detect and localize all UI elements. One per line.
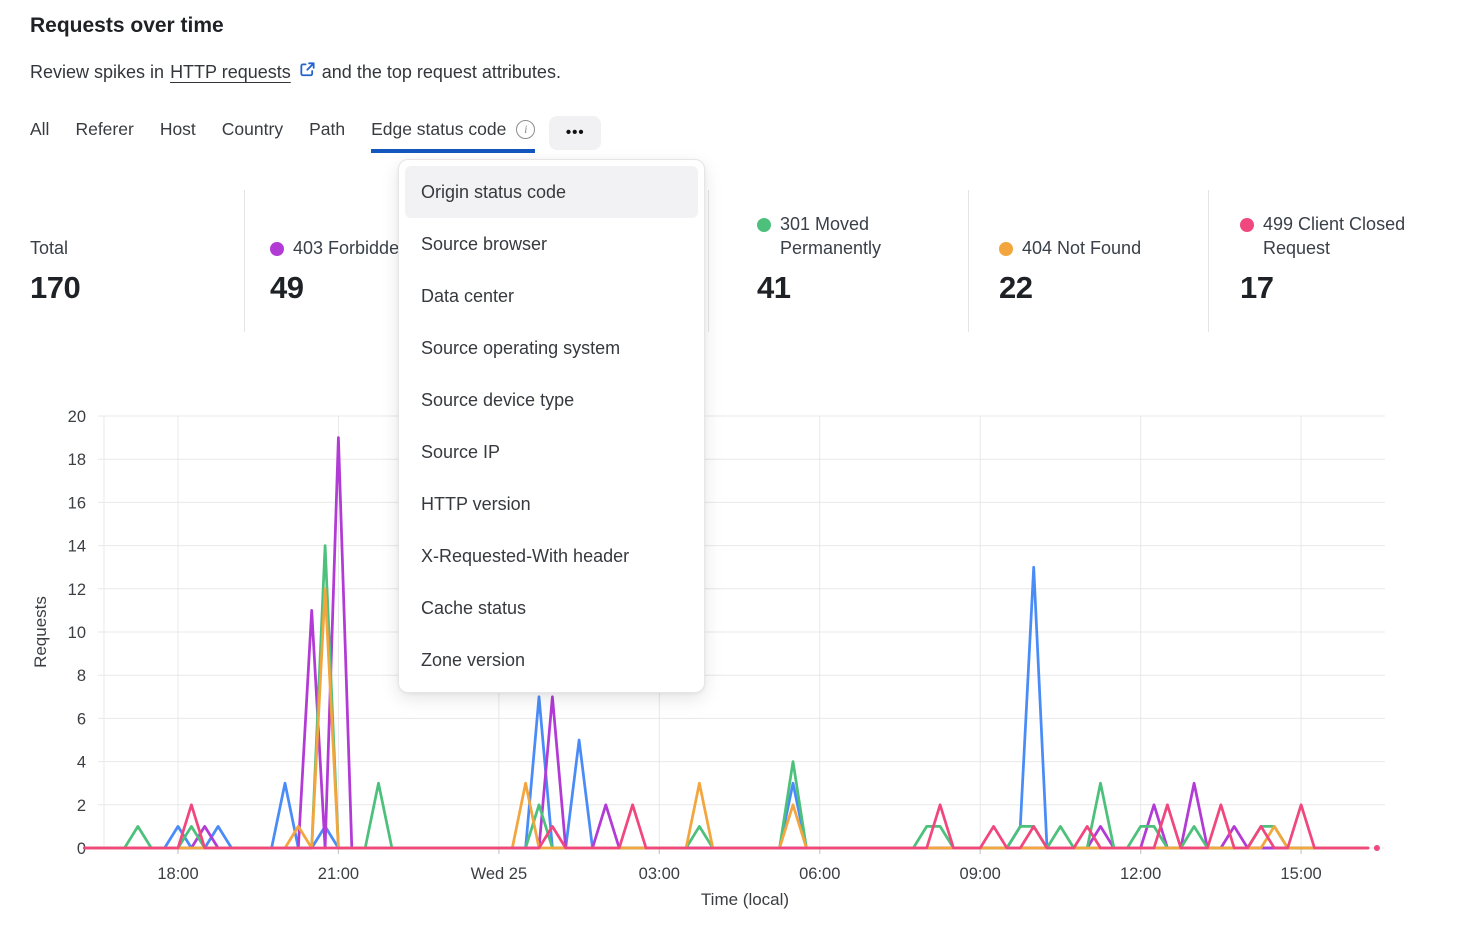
- x-tick-label: 12:00: [1120, 865, 1161, 883]
- menu-item-label: Zone version: [421, 649, 526, 670]
- attribute-dropdown-menu: Origin status code Source browser Data cen…: [398, 159, 705, 693]
- y-tick-label: 6: [77, 710, 86, 728]
- stat-label: 403 Forbidden: [293, 237, 410, 258]
- tab-country[interactable]: Country: [222, 116, 283, 152]
- stat-divider: [1208, 190, 1209, 332]
- more-tabs-button[interactable]: •••: [549, 116, 602, 150]
- tab-all[interactable]: All: [30, 116, 49, 152]
- y-tick-label: 12: [68, 581, 86, 599]
- tab-host[interactable]: Host: [160, 116, 196, 152]
- stat-divider: [968, 190, 969, 332]
- stat-value: 17: [1240, 270, 1274, 305]
- menu-item-x-requested-with-header[interactable]: X-Requested-With header: [405, 530, 698, 582]
- x-tick-label: 21:00: [318, 865, 359, 883]
- menu-item-source-device-type[interactable]: Source device type: [405, 374, 698, 426]
- stat-403-forbidden: 403 Forbidden 49: [270, 196, 409, 306]
- x-axis-title: Time (local): [701, 890, 789, 909]
- external-link-icon: [299, 61, 316, 83]
- series-end-dot: [1373, 845, 1380, 851]
- tab-referer[interactable]: Referer: [75, 116, 133, 152]
- x-tick-label: 18:00: [157, 865, 198, 883]
- x-tick-label: 15:00: [1280, 865, 1321, 883]
- series-color-dot: [270, 241, 284, 256]
- stat-404-not-found: 404 Not Found 22: [999, 196, 1141, 306]
- stat-value: 49: [270, 270, 304, 305]
- menu-item-label: Origin status code: [421, 181, 567, 202]
- stat-total: Total 170: [30, 196, 81, 306]
- stat-label: 404 Not Found: [1022, 237, 1142, 258]
- menu-item-label: Source browser: [421, 233, 548, 254]
- y-tick-label: 4: [77, 754, 86, 772]
- http-requests-link[interactable]: HTTP requests: [170, 61, 291, 82]
- menu-item-label: HTTP version: [421, 493, 531, 514]
- subtitle-text-prefix: Review spikes in: [30, 61, 165, 82]
- stat-divider: [244, 190, 245, 332]
- attribute-tabs: All Referer Host Country Path Edge status cod…: [30, 116, 602, 153]
- menu-item-cache-status[interactable]: Cache status: [405, 582, 698, 634]
- x-tick-label: 09:00: [960, 865, 1001, 883]
- tab-label: Country: [221, 119, 284, 139]
- page-subtitle: Review spikes in HTTP requests and the top…: [30, 61, 561, 83]
- y-tick-label: 16: [68, 494, 86, 512]
- stat-label: Total: [30, 237, 69, 258]
- tab-label: Host: [159, 119, 196, 139]
- tab-label: Referer: [75, 119, 134, 139]
- series-color-dot: [1240, 218, 1254, 233]
- menu-item-label: X-Requested-With header: [421, 545, 630, 566]
- x-tick-label: Wed 25: [471, 865, 528, 883]
- stat-value: 22: [999, 270, 1033, 305]
- info-icon[interactable]: i: [516, 120, 536, 139]
- y-tick-label: 0: [77, 840, 86, 858]
- menu-item-label: Source operating system: [421, 337, 621, 358]
- series-line-4: [83, 803, 1370, 850]
- menu-item-label: Source IP: [421, 441, 501, 462]
- menu-item-source-ip[interactable]: Source IP: [405, 426, 698, 478]
- y-tick-label: 2: [77, 797, 86, 815]
- series-color-dot: [999, 241, 1013, 256]
- tab-label: All: [30, 119, 50, 139]
- x-tick-label: 06:00: [799, 865, 840, 883]
- menu-item-data-center[interactable]: Data center: [405, 270, 698, 322]
- stat-divider: [708, 190, 709, 332]
- stat-label: 301 Moved Permanently: [780, 214, 882, 258]
- y-tick-label: 10: [68, 624, 86, 642]
- y-tick-label: 18: [68, 451, 86, 469]
- y-tick-label: 20: [68, 408, 86, 426]
- page-title: Requests over time: [30, 14, 224, 37]
- stat-value: 41: [757, 270, 791, 305]
- y-tick-label: 14: [68, 538, 86, 556]
- tab-label: Path: [309, 119, 346, 139]
- x-tick-label: 03:00: [639, 865, 680, 883]
- stat-499-client-closed-request: 499 Client Closed Request 17: [1240, 196, 1435, 306]
- stat-301-moved-permanently: 301 Moved Permanently 41: [757, 196, 952, 306]
- y-tick-label: 8: [77, 667, 86, 685]
- tab-path[interactable]: Path: [309, 116, 345, 152]
- tab-edge-status-code[interactable]: Edge status code i: [371, 116, 536, 153]
- menu-item-zone-version[interactable]: Zone version: [405, 634, 698, 686]
- stat-value: 170: [30, 270, 81, 305]
- tab-label: Edge status code: [371, 119, 507, 139]
- menu-item-label: Data center: [421, 285, 515, 306]
- y-axis-title: Requests: [31, 596, 50, 668]
- series-color-dot: [757, 218, 771, 233]
- menu-item-http-version[interactable]: HTTP version: [405, 478, 698, 530]
- menu-item-source-browser[interactable]: Source browser: [405, 218, 698, 270]
- menu-item-origin-status-code[interactable]: Origin status code: [405, 166, 698, 218]
- subtitle-text-suffix: and the top request attributes.: [321, 61, 561, 82]
- menu-item-source-operating-system[interactable]: Source operating system: [405, 322, 698, 374]
- stat-label: 499 Client Closed Request: [1263, 214, 1406, 258]
- menu-item-label: Cache status: [421, 597, 527, 618]
- menu-item-label: Source device type: [421, 389, 575, 410]
